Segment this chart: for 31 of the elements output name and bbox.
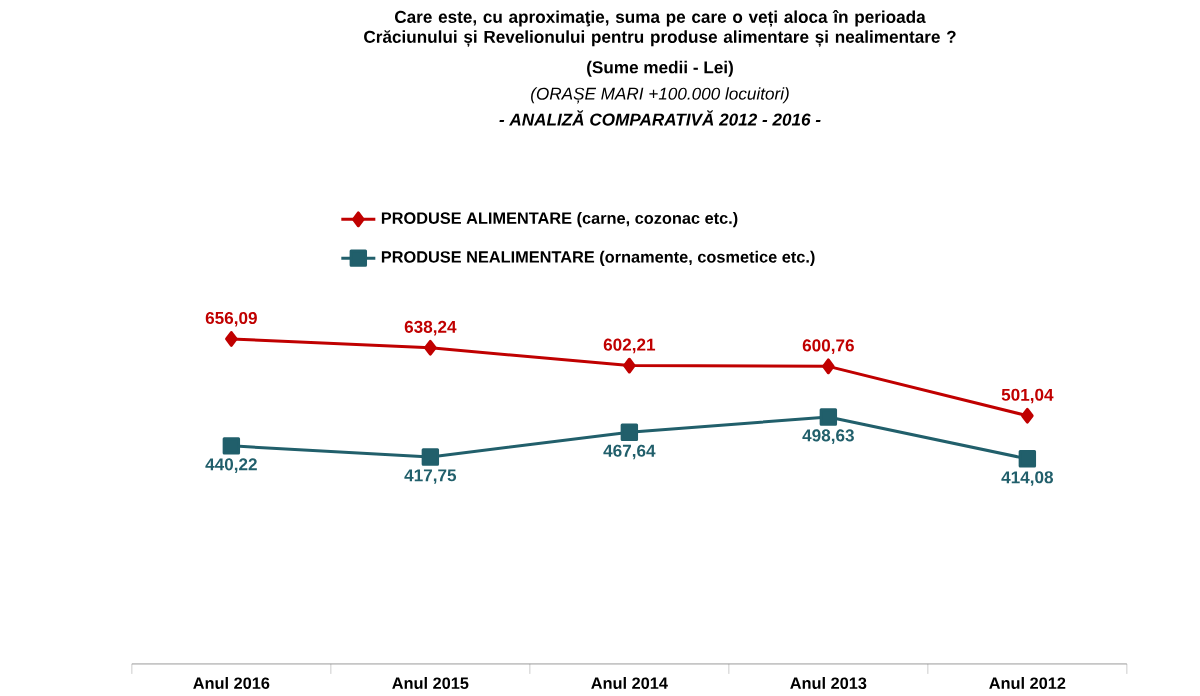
text: (ORAȘE MARI +100.000 locuitori) <box>531 87 789 104</box>
data-label: 498,63 <box>802 429 854 445</box>
point <box>819 408 838 426</box>
data-label: 602,21 <box>603 338 656 354</box>
legend-label: PRODUSE NEALIMENTARE (ornamente, cosmetice etc.) <box>381 250 815 267</box>
data-label: 656,09 <box>205 312 257 327</box>
data-label: 414,08 <box>1001 471 1054 486</box>
point <box>421 448 440 466</box>
point <box>620 423 639 442</box>
point <box>623 357 636 374</box>
data-label: 417,75 <box>404 469 457 485</box>
text: - ANALIZĂ COMPARATIVĂ 2012 - 2016 - <box>499 110 821 126</box>
legend-label: PRODUSE ALIMENTARE (carne, cozonac etc.) <box>381 212 738 228</box>
point <box>1018 450 1037 468</box>
point <box>1021 408 1034 424</box>
data-label: 638,24 <box>404 320 457 336</box>
point <box>822 358 835 375</box>
chart-title: Care este, cu aproximaţie, suma pe care o veți aloca în perioada Crăciunului și Revelionului pentru produse alimentare și nealimentare ? <box>364 10 956 47</box>
point <box>225 331 238 347</box>
x-tick-label: Anul 2014 <box>591 677 668 690</box>
x-tick-label: Anul 2015 <box>392 677 469 690</box>
x-tick-label: Anul 2016 <box>193 677 270 690</box>
x-tick-label: Anul 2013 <box>790 677 867 690</box>
data-label: 600,76 <box>802 339 854 355</box>
data-label: 467,64 <box>603 444 656 460</box>
point <box>424 340 437 356</box>
data-label: 440,22 <box>205 458 257 474</box>
point <box>222 437 241 455</box>
chart-subtitle: (Sume medii - Lei) <box>587 60 733 77</box>
x-tick-label: Anul 2012 <box>989 677 1066 690</box>
data-label: 501,04 <box>1001 388 1054 404</box>
